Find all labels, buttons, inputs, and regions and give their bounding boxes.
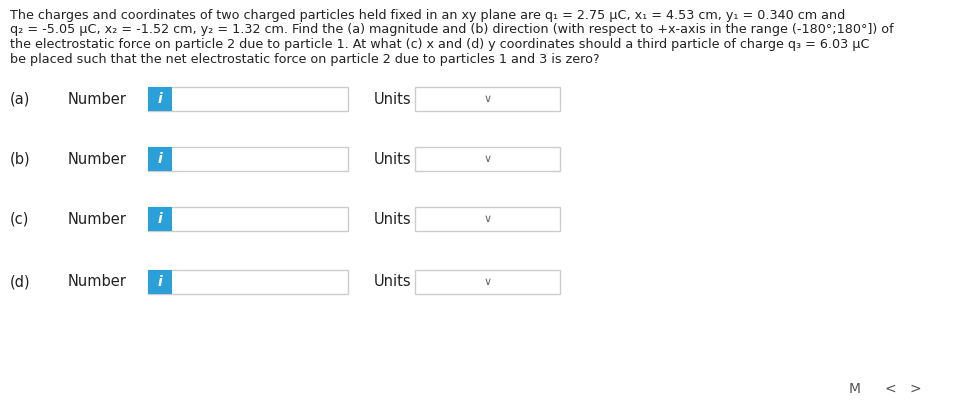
Bar [415, 147, 560, 171]
Text: Number: Number [68, 212, 127, 227]
Text: ∨: ∨ [483, 277, 492, 287]
Text: >: > [909, 382, 921, 396]
Bar [148, 270, 348, 294]
Text: Units: Units [374, 152, 411, 166]
Text: Number: Number [68, 152, 127, 166]
Text: Units: Units [374, 274, 411, 290]
Bar [415, 270, 560, 294]
Text: Units: Units [374, 91, 411, 107]
Text: the electrostatic force on particle 2 due to particle 1. At what (c) x and (d) y: the electrostatic force on particle 2 du… [10, 38, 870, 51]
Text: i: i [157, 92, 162, 106]
Text: i: i [157, 152, 162, 166]
Text: (d): (d) [10, 274, 31, 290]
Text: ∨: ∨ [483, 94, 492, 104]
Bar [148, 87, 172, 111]
Text: Number: Number [68, 274, 127, 290]
Text: The charges and coordinates of two charged particles held fixed in an xy plane a: The charges and coordinates of two charg… [10, 9, 845, 22]
Text: Units: Units [374, 212, 411, 227]
Bar [148, 147, 172, 171]
Bar [148, 270, 172, 294]
Text: ∨: ∨ [483, 214, 492, 224]
Bar [148, 87, 348, 111]
Text: (b): (b) [10, 152, 31, 166]
Bar [148, 147, 348, 171]
Text: M: M [849, 382, 861, 396]
Bar [148, 207, 172, 231]
Text: be placed such that the net electrostatic force on particle 2 due to particles 1: be placed such that the net electrostati… [10, 53, 599, 65]
Text: i: i [157, 275, 162, 289]
Text: i: i [157, 212, 162, 226]
Bar [415, 207, 560, 231]
Text: <: < [884, 382, 896, 396]
Text: (c): (c) [10, 212, 30, 227]
Bar [415, 87, 560, 111]
Text: Number: Number [68, 91, 127, 107]
Bar [148, 207, 348, 231]
Text: q₂ = -5.05 μC, x₂ = -1.52 cm, y₂ = 1.32 cm. Find the (a) magnitude and (b) direc: q₂ = -5.05 μC, x₂ = -1.52 cm, y₂ = 1.32 … [10, 23, 894, 36]
Text: (a): (a) [10, 91, 31, 107]
Text: ∨: ∨ [483, 154, 492, 164]
